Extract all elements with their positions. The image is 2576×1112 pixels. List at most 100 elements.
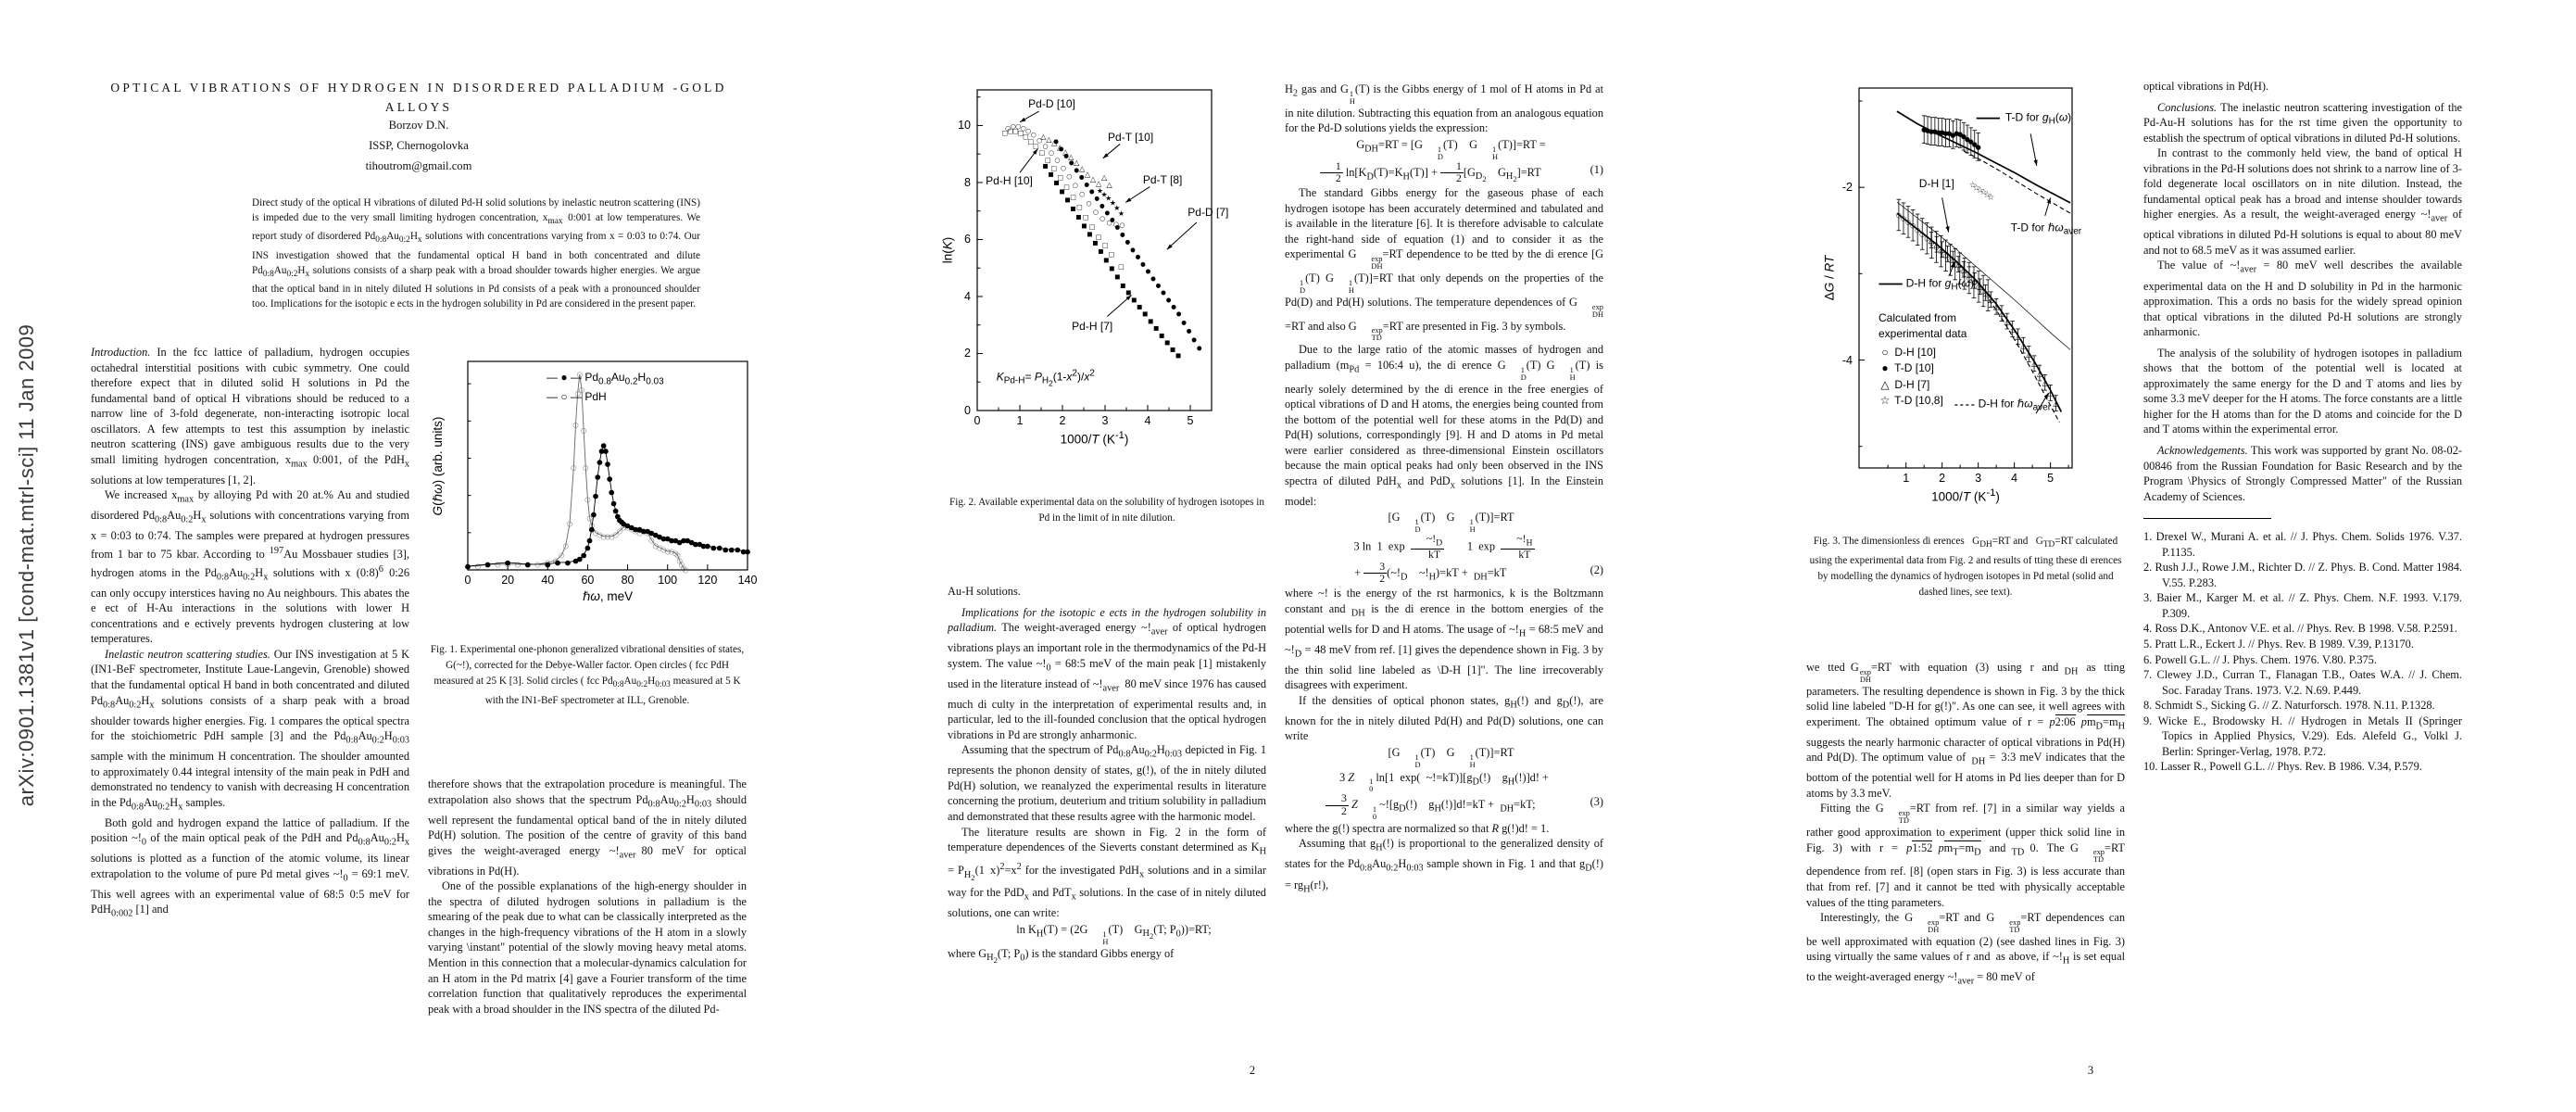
svg-text:★: ★ bbox=[1118, 209, 1125, 218]
svg-text:■: ■ bbox=[1081, 221, 1087, 229]
svg-text:○: ○ bbox=[1113, 221, 1119, 228]
svg-text:●: ● bbox=[669, 536, 675, 544]
svg-text:●: ● bbox=[1059, 145, 1064, 152]
figure-2-caption: Fig. 2. Available experimental data on t… bbox=[949, 497, 1264, 524]
svg-text:○: ○ bbox=[584, 495, 591, 503]
email: tihoutrom@gmail.com bbox=[365, 159, 472, 172]
svg-text:●: ● bbox=[577, 555, 584, 563]
paragraph: The value of ~!aver = 80 meV well descri… bbox=[2143, 259, 2462, 339]
svg-text:○: ○ bbox=[676, 557, 683, 565]
svg-text:●: ● bbox=[697, 540, 703, 549]
svg-text:○: ○ bbox=[660, 546, 667, 554]
svg-text:●: ● bbox=[505, 559, 511, 567]
svg-text:★: ★ bbox=[1100, 191, 1107, 199]
svg-text:●: ● bbox=[657, 532, 663, 540]
svg-text:●: ● bbox=[1946, 130, 1952, 137]
acknowledgements: Acknowledgements. This work was supporte… bbox=[2143, 443, 2462, 503]
svg-text:●: ● bbox=[603, 447, 609, 455]
svg-text:●: ● bbox=[676, 537, 683, 546]
reference-item: 8. Schmidt S., Sicking G. // Z. Naturfor… bbox=[2143, 699, 2435, 713]
paragraph: Implications for the isotopic e ects in … bbox=[948, 605, 1266, 741]
svg-text:○: ○ bbox=[572, 421, 579, 429]
svg-text:●: ● bbox=[1954, 130, 1959, 137]
paragraph: optical vibrations in Pd(H). bbox=[2143, 80, 2269, 93]
svg-text:□: □ bbox=[1063, 183, 1070, 191]
svg-text:□: □ bbox=[1109, 250, 1115, 258]
svg-text:●: ● bbox=[1136, 253, 1141, 260]
svg-text:●: ● bbox=[1191, 335, 1197, 343]
svg-text:□: □ bbox=[1089, 223, 1096, 231]
svg-text:●: ● bbox=[1181, 319, 1187, 326]
svg-text:●: ● bbox=[572, 557, 579, 565]
svg-text:○: ○ bbox=[1037, 136, 1042, 144]
svg-text:●: ● bbox=[524, 561, 531, 569]
svg-text:○: ○ bbox=[679, 561, 685, 569]
svg-text:■: ■ bbox=[1120, 282, 1125, 289]
svg-text:●: ● bbox=[1130, 246, 1136, 254]
svg-text:□: □ bbox=[1039, 149, 1046, 157]
svg-text:●: ● bbox=[465, 562, 471, 571]
svg-text:■: ■ bbox=[1164, 338, 1170, 346]
svg-text:△: △ bbox=[1940, 246, 1946, 254]
svg-text:○: ○ bbox=[617, 526, 623, 535]
svg-text:○: ○ bbox=[621, 523, 627, 531]
svg-text:■: ■ bbox=[1131, 296, 1137, 303]
svg-text:△: △ bbox=[2010, 325, 2017, 334]
svg-text:△: △ bbox=[2048, 389, 2055, 398]
svg-text:●: ● bbox=[1932, 128, 1938, 135]
equation-2: [G 1 D (T) G 1 H (T)]=RT 3 ln 1 exp ~!D kT 1 exp… bbox=[1353, 511, 1603, 586]
svg-text:○: ○ bbox=[583, 463, 589, 472]
paragraph: Assuming that the spectrum of Pd0:8Au0:2… bbox=[948, 743, 1267, 823]
svg-text:△: △ bbox=[1993, 303, 2000, 311]
figure-2-chart: □ □ □ □ □ □ □ □ □ □ □ □ □ □ □ □ □ □ □ □ ○ ○ ○ ○ ○ ○ ○ ○ ○ ○ ○ ○ ○ ○ ○ ○ ○ ○ ○ ○… bbox=[934, 85, 1260, 458]
svg-text:○: ○ bbox=[629, 524, 635, 533]
svg-text:○: ○ bbox=[586, 513, 593, 522]
svg-text:●: ● bbox=[565, 559, 572, 567]
svg-text:○: ○ bbox=[1079, 191, 1085, 198]
svg-text:■: ■ bbox=[1137, 303, 1142, 310]
svg-text:○: ○ bbox=[1943, 252, 1949, 259]
svg-text:○: ○ bbox=[495, 561, 501, 569]
svg-text:●: ● bbox=[1146, 268, 1151, 275]
svg-text:□: □ bbox=[1118, 263, 1125, 271]
svg-text:●: ● bbox=[740, 548, 747, 556]
svg-text:○: ○ bbox=[652, 542, 659, 550]
svg-text:○: ○ bbox=[605, 532, 611, 540]
svg-text:△: △ bbox=[1096, 179, 1102, 187]
svg-text:●: ● bbox=[1921, 126, 1927, 133]
svg-text:△: △ bbox=[1085, 171, 1091, 179]
svg-text:●: ● bbox=[1110, 216, 1115, 223]
svg-text:□: □ bbox=[1083, 213, 1089, 221]
svg-text:△: △ bbox=[1057, 143, 1063, 151]
svg-text:○: ○ bbox=[577, 371, 584, 379]
svg-text:●: ● bbox=[1156, 282, 1162, 289]
page2-column2: H2 gas and G 1 H (T) is the Gibbs energy of… bbox=[1285, 82, 1603, 898]
svg-text:△: △ bbox=[1068, 153, 1074, 161]
page-number-2: 2 bbox=[1249, 1064, 1256, 1077]
svg-text:●: ● bbox=[717, 544, 723, 552]
svg-text:△: △ bbox=[1982, 289, 1989, 297]
svg-text:○: ○ bbox=[1086, 200, 1091, 208]
svg-text:△: △ bbox=[1972, 277, 1979, 285]
svg-text:●: ● bbox=[1961, 133, 1967, 141]
paragraph: The analysis of the solubility of hydrog… bbox=[2143, 346, 2462, 436]
paragraph: Introduction. In the fcc lattice of pall… bbox=[91, 346, 409, 486]
svg-text:□: □ bbox=[1045, 157, 1051, 164]
svg-text:○: ○ bbox=[505, 561, 511, 569]
paragraph: Inelastic neutron scattering studies. Ou… bbox=[91, 647, 409, 813]
svg-text:○: ○ bbox=[648, 536, 655, 544]
svg-text:○: ○ bbox=[1049, 149, 1054, 157]
paragraph: therefore shows that the extrapolation p… bbox=[428, 777, 747, 878]
svg-text:○: ○ bbox=[674, 551, 681, 560]
svg-text:●: ● bbox=[1150, 274, 1156, 282]
svg-text:○: ○ bbox=[681, 564, 687, 573]
reference-item: 7. Clewey J.D., Curran T., Flanagan T.B.… bbox=[2143, 668, 2462, 697]
svg-text:□: □ bbox=[1057, 173, 1063, 181]
svg-text:●: ● bbox=[735, 546, 741, 554]
svg-text:●: ● bbox=[1171, 303, 1176, 310]
svg-text:○: ○ bbox=[636, 528, 643, 537]
svg-text:●: ● bbox=[1140, 260, 1146, 268]
footnote-rule bbox=[2143, 518, 2271, 520]
